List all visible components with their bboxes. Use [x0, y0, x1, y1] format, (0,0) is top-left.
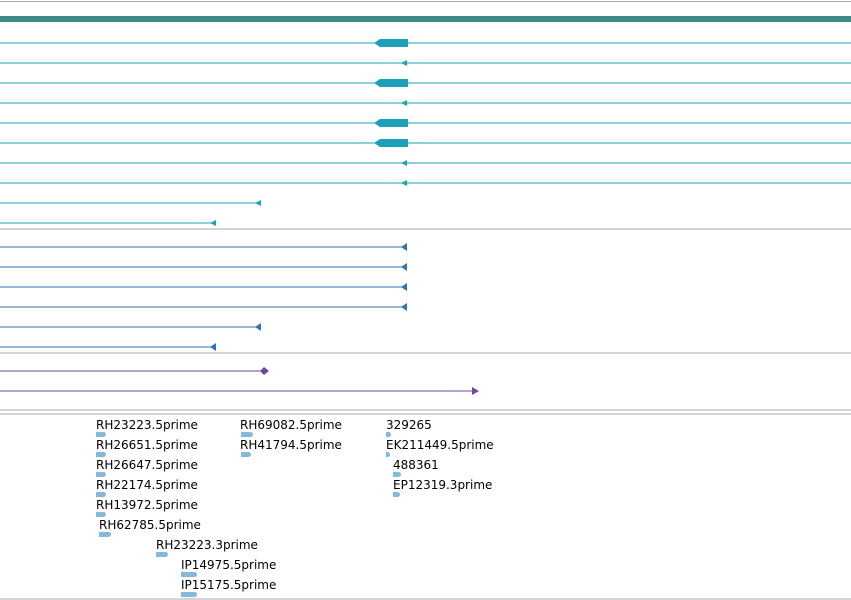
est-label[interactable]: IP14975.5prime — [181, 558, 277, 572]
right-arrowhead-icon — [472, 387, 479, 395]
left-arrowhead-icon — [401, 243, 407, 251]
est-feature[interactable] — [156, 552, 168, 557]
est-feature[interactable] — [181, 572, 197, 577]
transcript-group-purple[interactable] — [0, 367, 479, 395]
est-feature[interactable] — [96, 432, 106, 437]
est-label[interactable]: RH23223.3prime — [156, 538, 258, 552]
left-arrowhead-icon — [401, 303, 407, 311]
est-label[interactable]: RH26647.5prime — [96, 458, 198, 472]
est-feature[interactable] — [96, 492, 106, 497]
est-feature[interactable] — [241, 452, 251, 457]
transcript-exon — [374, 39, 408, 47]
transcript-group-teal[interactable] — [0, 39, 851, 226]
est-label[interactable]: 488361 — [393, 458, 439, 472]
est-feature[interactable] — [96, 452, 106, 457]
left-arrowhead-icon — [255, 200, 261, 206]
est-feature[interactable] — [181, 592, 197, 597]
est-feature[interactable] — [386, 432, 391, 437]
est-label[interactable]: RH22174.5prime — [96, 478, 198, 492]
left-arrowhead-icon — [255, 323, 261, 331]
est-label[interactable]: RH69082.5prime — [240, 418, 342, 432]
est-label[interactable]: RH26651.5prime — [96, 438, 198, 452]
left-arrowhead-icon — [401, 100, 407, 106]
est-label[interactable]: EP12319.3prime — [393, 478, 493, 492]
transcript-exon — [374, 139, 408, 147]
left-arrowhead-icon — [401, 180, 407, 186]
est-feature[interactable] — [386, 452, 390, 457]
est-feature[interactable] — [241, 432, 253, 437]
transcript-group-blue[interactable] — [0, 243, 407, 351]
left-arrowhead-icon — [401, 160, 407, 166]
est-label[interactable]: RH13972.5prime — [96, 498, 198, 512]
left-arrowhead-icon — [401, 263, 407, 271]
est-feature[interactable] — [393, 472, 401, 477]
left-arrowhead-icon — [210, 220, 216, 226]
est-label[interactable]: RH62785.5prime — [99, 518, 201, 532]
est-label[interactable]: 329265 — [386, 418, 432, 432]
est-label[interactable]: IP15175.5prime — [181, 578, 277, 592]
top-border — [0, 1, 851, 2]
est-feature[interactable] — [99, 532, 111, 537]
est-feature[interactable] — [393, 492, 400, 497]
est-feature[interactable] — [96, 512, 106, 517]
est-label[interactable]: EK211449.5prime — [386, 438, 494, 452]
transcript-exon — [260, 367, 269, 375]
left-arrowhead-icon — [401, 60, 407, 66]
left-arrowhead-icon — [401, 283, 407, 291]
gene-track-bar[interactable] — [0, 16, 851, 22]
est-feature[interactable] — [96, 472, 106, 477]
left-arrowhead-icon — [210, 343, 216, 351]
transcript-exon — [374, 119, 408, 127]
est-label[interactable]: RH41794.5prime — [240, 438, 342, 452]
transcript-exon — [374, 79, 408, 87]
est-label[interactable]: RH23223.5prime — [96, 418, 198, 432]
